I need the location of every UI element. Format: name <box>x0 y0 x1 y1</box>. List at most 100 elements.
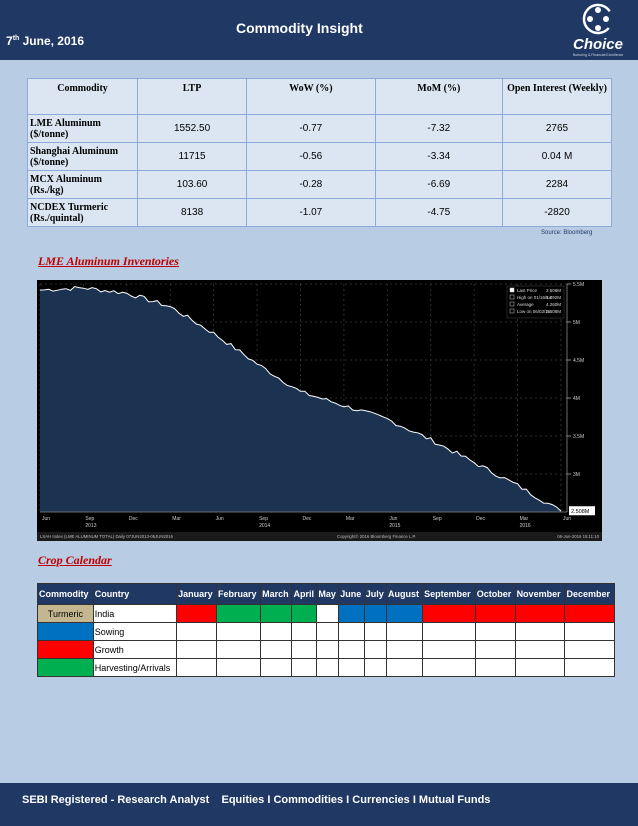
x-tick-label: Dec <box>476 516 485 522</box>
commodity-name: Shanghai Aluminum ($/tonne) <box>27 142 138 171</box>
legend-label: High on 01/16/14 <box>517 295 552 300</box>
oi-cell: 0.04 M <box>502 142 612 171</box>
commodity-name: LME Aluminum ($/tonne) <box>27 114 138 143</box>
crop-header: January <box>176 583 218 605</box>
empty-cell <box>316 640 340 659</box>
x-tick-label: Mar <box>520 516 529 522</box>
x-tick-label: Sep <box>85 516 94 522</box>
ltp-cell: 1552.50 <box>136 114 248 143</box>
column-header: WoW (%) <box>246 78 376 115</box>
legend-swatch <box>37 658 94 677</box>
month-cell-september <box>422 604 476 623</box>
empty-cell <box>422 640 476 659</box>
month-cell-april <box>291 604 318 623</box>
crop-header: Commodity <box>37 583 94 605</box>
logo-emblem-icon <box>582 3 614 35</box>
x-tick-label: Dec <box>129 516 138 522</box>
crop-header: April <box>291 583 318 605</box>
chart-footer-timestamp: 06-Jun-2016 15:11:10 <box>557 534 599 539</box>
month-cell-november <box>514 604 566 623</box>
ltp-cell: 103.60 <box>136 170 248 199</box>
crop-legend-row: Harvesting/Arrivals <box>37 658 615 677</box>
empty-cell <box>291 640 318 659</box>
empty-cell <box>338 640 365 659</box>
footer-text: SEBI Registered - Research Analyst Equit… <box>22 794 491 806</box>
empty-cell <box>474 640 516 659</box>
x-tick-label: Jun <box>216 516 224 522</box>
last-price-marker <box>569 506 595 516</box>
month-cell-january <box>176 604 218 623</box>
empty-cell <box>422 658 476 677</box>
y-tick-label: 4.5M <box>573 358 584 364</box>
table-row: NCDEX Turmeric (Rs./quintal) 8138 -1.07 … <box>27 198 612 227</box>
mom-cell: -4.75 <box>374 198 504 227</box>
x-tick-label: Sep <box>259 516 268 522</box>
legend-label: Growth <box>92 640 178 659</box>
empty-cell <box>216 640 262 659</box>
empty-cell <box>363 658 388 677</box>
column-header: Open Interest (Weekly) <box>502 78 612 115</box>
empty-cell <box>176 640 218 659</box>
inventory-area <box>40 286 561 512</box>
legend-value: 4.260M <box>546 302 561 307</box>
wow-cell: -0.28 <box>246 170 376 199</box>
empty-cell <box>564 640 615 659</box>
month-cell-march <box>260 604 293 623</box>
chart-footer-copyright: Copyright© 2016 Bloomberg Finance L.P. <box>337 534 416 539</box>
inventory-line <box>39 285 562 512</box>
wow-cell: -0.77 <box>246 114 376 143</box>
empty-cell <box>260 658 293 677</box>
crop-header: November <box>514 583 566 605</box>
crop-header: May <box>316 583 340 605</box>
column-header: MoM (%) <box>374 78 504 115</box>
empty-cell <box>338 622 365 641</box>
wow-cell: -0.56 <box>246 142 376 171</box>
legend-label: Harvesting/Arrivals <box>92 658 178 677</box>
oi-cell: -2820 <box>502 198 612 227</box>
empty-cell <box>316 622 340 641</box>
month-cell-august <box>386 604 424 623</box>
crop-header: Country <box>92 583 178 605</box>
empty-cell <box>474 658 516 677</box>
crop-legend-row: Growth <box>37 640 615 659</box>
empty-cell <box>316 658 340 677</box>
choice-logo: Choice Nurturing & Financial Excellence <box>560 2 636 58</box>
legend-label: Sowing <box>92 622 178 641</box>
x-tick-label: Jun <box>42 516 50 522</box>
empty-cell <box>176 622 218 641</box>
commodity-name: NCDEX Turmeric (Rs./quintal) <box>27 198 138 227</box>
month-cell-july <box>363 604 388 623</box>
empty-cell <box>564 622 615 641</box>
crop-section-title: Crop Calendar <box>38 553 112 567</box>
chart-footer-strip <box>37 532 602 541</box>
table-row: Shanghai Aluminum ($/tonne) 11715 -0.56 … <box>27 142 612 171</box>
empty-cell <box>176 658 218 677</box>
logo-tagline: Nurturing & Financial Excellence <box>572 53 624 57</box>
month-cell-february <box>216 604 262 623</box>
empty-cell <box>386 658 424 677</box>
crop-header-row: Commodity Country January February March… <box>37 583 615 605</box>
legend-swatch <box>509 301 515 307</box>
footer-bar: SEBI Registered - Research Analyst Equit… <box>0 783 638 826</box>
table-row: LME Aluminum ($/tonne) 1552.50 -0.77 -7.… <box>27 114 612 143</box>
legend-box <box>506 285 565 319</box>
ltp-cell: 11715 <box>136 142 248 171</box>
empty-cell <box>386 640 424 659</box>
legend-label: Low on 06/03/16 <box>517 309 551 314</box>
legend-swatch <box>37 640 94 659</box>
empty-cell <box>260 640 293 659</box>
x-tick-label: Mar <box>172 516 181 522</box>
crop-commodity: Turmeric <box>37 604 94 623</box>
x-year-label: 2015 <box>389 523 400 529</box>
inventory-chart: 3M 3.5M 4M 4.5M 5M 5.5M 2.508M Jun Sep Dec Mar Jun S… <box>37 280 602 541</box>
x-tick-label: Sep <box>433 516 442 522</box>
x-tick-label: Jun <box>563 516 571 522</box>
empty-cell <box>514 640 566 659</box>
x-year-label: 2014 <box>259 523 270 529</box>
crop-header: December <box>564 583 615 605</box>
x-year-label: 2016 <box>520 523 531 529</box>
source-note: Source: Bloomberg <box>541 230 593 236</box>
empty-cell <box>386 622 424 641</box>
wow-cell: -1.07 <box>246 198 376 227</box>
